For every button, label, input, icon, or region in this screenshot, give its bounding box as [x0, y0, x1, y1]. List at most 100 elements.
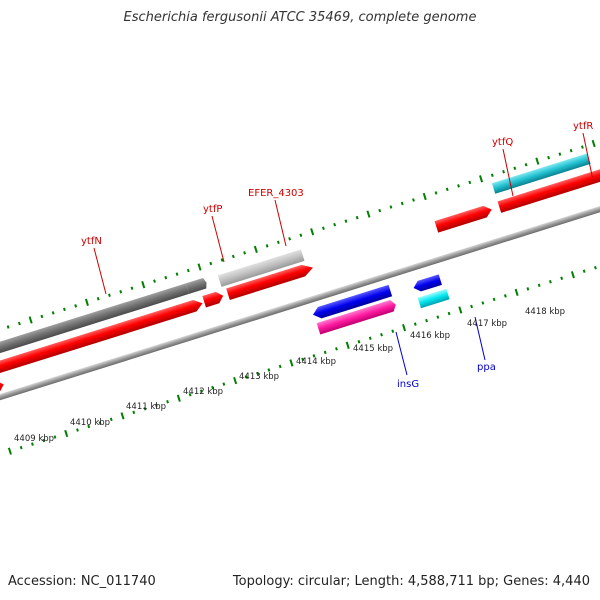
- scale-minor-tick: [222, 382, 226, 386]
- genome-backbone: [0, 150, 600, 456]
- scale-major-tick: [345, 341, 350, 349]
- scale-minor-tick: [130, 286, 134, 290]
- scale-minor-tick: [389, 205, 393, 209]
- scale-minor-tick: [582, 269, 586, 273]
- ytfN-label: ytfN: [81, 236, 102, 247]
- scale-major-tick: [197, 263, 202, 271]
- bottom-scale-ruler: [0, 265, 597, 457]
- insG-label: insG: [397, 379, 419, 390]
- scale-label-4409: 4409 kbp: [14, 434, 54, 444]
- scale-major-tick: [64, 429, 69, 438]
- scale-minor-tick: [199, 389, 203, 393]
- scale-minor-tick: [31, 442, 34, 446]
- scale-minor-tick: [457, 184, 460, 188]
- scale-minor-tick: [413, 322, 417, 326]
- scale-label-4418: 4418 kbp: [525, 307, 565, 317]
- scale-minor-tick: [468, 180, 472, 185]
- ytfP-gene: [202, 291, 224, 308]
- scale-minor-tick: [256, 371, 260, 376]
- scale-minor-tick: [267, 368, 271, 372]
- scale-minor-tick: [391, 329, 395, 333]
- scale-minor-tick: [175, 272, 179, 276]
- scale-minor-tick: [276, 240, 280, 245]
- ppa-label: ppa: [477, 362, 496, 373]
- scale-minor-tick: [344, 219, 348, 223]
- scale-minor-tick: [265, 244, 269, 248]
- scale-major-tick: [141, 281, 146, 289]
- scale-minor-tick: [74, 304, 78, 308]
- ytfP-leader: [211, 215, 225, 263]
- scale-label-4413: 4413 kbp: [239, 372, 279, 382]
- scale-minor-tick: [470, 304, 473, 309]
- scale-minor-tick: [108, 293, 111, 297]
- scale-minor-tick: [323, 350, 327, 355]
- scale-major-tick: [479, 175, 484, 183]
- scale-label-4417: 4417 kbp: [467, 319, 507, 329]
- scale-minor-tick: [164, 275, 168, 280]
- scale-minor-tick: [42, 438, 46, 443]
- scale-major-tick: [402, 324, 407, 332]
- scale-label-4411: 4411 kbp: [126, 402, 166, 412]
- scale-minor-tick: [580, 145, 584, 149]
- scale-minor-tick: [6, 325, 10, 329]
- ytfQ-label: ytfQ: [492, 137, 513, 148]
- scale-minor-tick: [434, 191, 438, 195]
- scale-minor-tick: [40, 314, 44, 319]
- scale-minor-tick: [166, 400, 169, 404]
- scale-minor-tick: [355, 215, 359, 220]
- scale-major-tick: [570, 271, 575, 279]
- scale-minor-tick: [209, 261, 213, 266]
- scale-minor-tick: [524, 162, 528, 167]
- scale-minor-tick: [96, 297, 100, 301]
- scale-minor-tick: [322, 226, 325, 230]
- scale-major-tick: [535, 157, 540, 165]
- scale-major-tick: [458, 306, 463, 314]
- scale-minor-tick: [63, 307, 66, 312]
- scale-minor-tick: [335, 347, 338, 351]
- ytfR-leader: [582, 132, 594, 181]
- scale-minor-tick: [425, 318, 428, 323]
- scale-minor-tick: [503, 294, 507, 298]
- efer-4303-leader: [274, 199, 287, 247]
- scale-minor-tick: [547, 155, 551, 160]
- ytfQ-gene: [434, 205, 492, 233]
- ytfQ-leader: [502, 148, 514, 197]
- scale-minor-tick: [558, 152, 562, 156]
- scale-minor-tick: [231, 254, 235, 259]
- scale-minor-tick: [76, 428, 79, 432]
- scale-minor-tick: [51, 311, 55, 315]
- insG-gene: [313, 284, 393, 319]
- genome-summary-text: Topology: circular; Length: 4,588,711 bp…: [232, 574, 590, 589]
- ytfR-gene: [497, 164, 600, 213]
- scale-minor-tick: [569, 148, 573, 153]
- scale-minor-tick: [312, 354, 316, 358]
- scale-minor-tick: [98, 421, 102, 425]
- genome-title: Escherichia fergusonii ATCC 35469, compl…: [123, 10, 477, 25]
- scale-minor-tick: [481, 301, 485, 305]
- scale-minor-tick: [537, 283, 541, 288]
- scale-minor-tick: [153, 279, 156, 283]
- insG-gene-lower: [316, 300, 396, 335]
- ppa-gene-lower: [417, 288, 450, 309]
- scale-minor-tick: [154, 403, 158, 408]
- scale-minor-tick: [186, 268, 190, 273]
- scale-major-tick: [310, 228, 315, 236]
- scale-minor-tick: [17, 321, 21, 326]
- scale-minor-tick: [445, 187, 449, 192]
- scale-major-tick: [120, 412, 125, 420]
- scale-minor-tick: [211, 385, 215, 390]
- scale-minor-tick: [436, 315, 440, 319]
- ytfR-cds: [491, 153, 591, 194]
- scale-minor-tick: [400, 201, 404, 206]
- scale-major-tick: [366, 210, 371, 218]
- scale-minor-tick: [447, 311, 451, 316]
- scale-major-tick: [7, 447, 12, 455]
- scale-minor-tick: [53, 435, 57, 439]
- scale-minor-tick: [301, 357, 305, 362]
- scale-minor-tick: [288, 237, 292, 241]
- scale-minor-tick: [333, 222, 337, 227]
- scale-major-tick: [176, 394, 181, 402]
- scale-minor-tick: [278, 364, 282, 369]
- scale-minor-tick: [109, 417, 113, 422]
- scale-minor-tick: [380, 332, 383, 337]
